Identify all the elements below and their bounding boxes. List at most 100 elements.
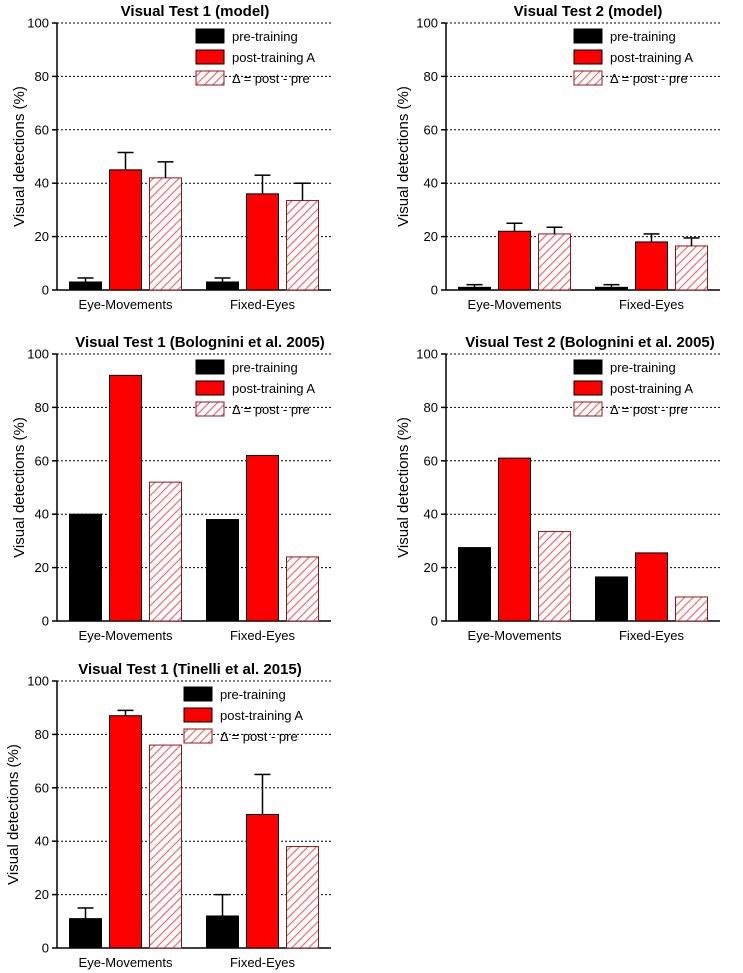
legend-label-post-pre: Δ = post - pre <box>610 71 688 86</box>
legend-swatch-pre-training <box>573 28 603 44</box>
legend-label-pre-training: pre-training <box>232 360 298 375</box>
y-tick-label: 20 <box>35 560 49 575</box>
y-tick-label: 100 <box>27 347 49 362</box>
y-tick-label: 40 <box>35 507 49 522</box>
legend-swatch-post-pre <box>195 401 225 417</box>
legend-swatch-post-training-a <box>195 49 225 65</box>
legend-swatch-post-pre <box>183 728 213 744</box>
y-tick-label: 20 <box>424 229 438 244</box>
x-category-label: Eye-Movements <box>79 955 173 970</box>
chart-title: Visual Test 1 (Tinelli et al. 2015) <box>78 661 301 678</box>
legend-label-post-training-a: post-training A <box>232 50 315 65</box>
y-axis-label: Visual detections (%) <box>11 417 28 558</box>
legend-label-pre-training: pre-training <box>232 29 298 44</box>
chart-title: Visual Test 1 (Bolognini et al. 2005) <box>75 334 325 351</box>
legend-swatch-post-pre <box>573 401 603 417</box>
bar-eye-movements-pre-training <box>69 281 102 291</box>
bar-eye-movements-pre-training <box>458 286 491 291</box>
legend-label-pre-training: pre-training <box>220 687 286 702</box>
y-tick-label: 100 <box>416 16 438 31</box>
chart-title: Visual Test 2 (model) <box>514 3 663 20</box>
y-tick-label: 100 <box>27 674 49 689</box>
legend-swatch-pre-training <box>573 359 603 375</box>
legend-label-post-training-a: post-training A <box>220 708 303 723</box>
y-tick-label: 60 <box>35 122 49 137</box>
bar-fixed-eyes-post-training-a <box>635 241 668 291</box>
legend-swatch-post-pre <box>573 70 603 86</box>
y-tick-label: 60 <box>35 453 49 468</box>
chart-panel-4: Visual Test 2 (Bolognini et al. 2005) Vis… <box>395 334 720 643</box>
y-tick-label: 20 <box>424 560 438 575</box>
legend-label-pre-training: pre-training <box>610 29 676 44</box>
legend-swatch-post-training-a <box>573 49 603 65</box>
y-tick-label: 20 <box>35 229 49 244</box>
bar-eye-movements-pre-training <box>69 513 102 622</box>
bar-fixed-eyes-post-pre <box>675 596 708 622</box>
y-tick-label: 0 <box>42 941 49 956</box>
legend-label-post-pre: Δ = post - pre <box>232 402 310 417</box>
y-tick-label: 20 <box>35 887 49 902</box>
y-tick-label: 80 <box>35 400 49 415</box>
bar-eye-movements-pre-training <box>458 547 491 622</box>
y-tick-label: 80 <box>35 69 49 84</box>
x-category-label: Fixed-Eyes <box>230 297 296 312</box>
y-tick-label: 100 <box>27 16 49 31</box>
bar-fixed-eyes-post-pre <box>286 846 319 949</box>
bar-fixed-eyes-post-pre <box>286 556 319 622</box>
y-axis-label: Visual detections (%) <box>5 744 22 885</box>
chart-panel-3: Visual Test 1 (Bolognini et al. 2005) Vis… <box>11 334 331 643</box>
x-category-label: Fixed-Eyes <box>619 297 685 312</box>
chart-panel-1: Visual Test 1 (model) Visual detections (… <box>11 3 331 312</box>
legend-label-post-pre: Δ = post - pre <box>232 71 310 86</box>
bar-eye-movements-post-pre <box>149 481 182 622</box>
y-tick-label: 40 <box>35 176 49 191</box>
y-axis-label: Visual detections (%) <box>395 417 412 558</box>
legend-label-post-pre: Δ = post - pre <box>610 402 688 417</box>
y-tick-label: 40 <box>35 834 49 849</box>
bar-eye-movements-post-training-a <box>498 230 531 291</box>
bar-fixed-eyes-post-training-a <box>246 814 279 949</box>
y-tick-label: 80 <box>424 69 438 84</box>
y-tick-label: 0 <box>42 283 49 298</box>
bar-fixed-eyes-post-training-a <box>246 454 279 622</box>
bar-eye-movements-post-pre <box>149 744 182 949</box>
y-tick-label: 0 <box>431 283 438 298</box>
legend-swatch-post-training-a <box>573 380 603 396</box>
x-category-label: Fixed-Eyes <box>230 955 296 970</box>
chart-title: Visual Test 2 (Bolognini et al. 2005) <box>465 334 715 351</box>
legend-label-post-training-a: post-training A <box>610 381 693 396</box>
bar-eye-movements-post-training-a <box>109 374 142 622</box>
y-axis-label: Visual detections (%) <box>11 86 28 227</box>
y-tick-label: 0 <box>431 614 438 629</box>
bar-eye-movements-post-training-a <box>498 457 531 622</box>
y-tick-label: 40 <box>424 507 438 522</box>
bar-fixed-eyes-post-pre <box>286 200 319 291</box>
bar-fixed-eyes-pre-training <box>206 519 239 622</box>
bar-fixed-eyes-pre-training <box>206 281 239 291</box>
bar-eye-movements-post-pre <box>538 233 571 291</box>
legend-label-pre-training: pre-training <box>610 360 676 375</box>
legend-swatch-post-pre <box>195 70 225 86</box>
bar-fixed-eyes-post-pre <box>675 245 708 291</box>
legend-label-post-pre: Δ = post - pre <box>220 729 298 744</box>
chart-panel-5: Visual Test 1 (Tinelli et al. 2015) Visua… <box>5 661 331 970</box>
bar-eye-movements-pre-training <box>69 918 102 949</box>
y-axis-label: Visual detections (%) <box>395 86 412 227</box>
legend-swatch-pre-training <box>195 359 225 375</box>
bar-eye-movements-post-training-a <box>109 715 142 949</box>
chart-title: Visual Test 1 (model) <box>121 3 270 20</box>
x-category-label: Fixed-Eyes <box>619 628 685 643</box>
legend-swatch-post-training-a <box>183 707 213 723</box>
bar-fixed-eyes-post-training-a <box>635 552 668 622</box>
x-category-label: Eye-Movements <box>79 297 173 312</box>
legend-label-post-training-a: post-training A <box>232 381 315 396</box>
chart-panel-2: Visual Test 2 (model) Visual detections (… <box>395 3 720 312</box>
legend-swatch-post-training-a <box>195 380 225 396</box>
y-tick-label: 60 <box>424 453 438 468</box>
y-tick-label: 100 <box>416 347 438 362</box>
y-tick-label: 40 <box>424 176 438 191</box>
legend-label-post-training-a: post-training A <box>610 50 693 65</box>
legend-swatch-pre-training <box>195 28 225 44</box>
x-category-label: Eye-Movements <box>468 628 562 643</box>
